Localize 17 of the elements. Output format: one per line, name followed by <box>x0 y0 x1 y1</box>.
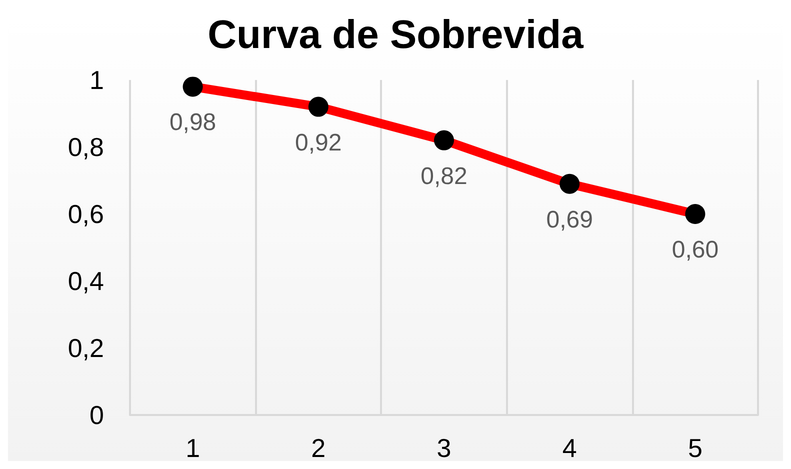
x-tick-label: 2 <box>311 433 326 463</box>
x-tick-label: 3 <box>436 433 452 463</box>
y-tick-label: 0 <box>90 400 104 430</box>
data-label: 0,69 <box>546 206 593 234</box>
x-tick-label: 1 <box>186 433 200 463</box>
y-tick-label: 0,6 <box>68 199 104 229</box>
data-label: 0,82 <box>420 162 468 190</box>
data-label: 0,92 <box>295 129 342 156</box>
y-tick-label: 0,4 <box>68 266 104 296</box>
y-tick-label: 0,8 <box>68 132 104 162</box>
y-tick-label: 1 <box>90 65 104 95</box>
data-label: 0,60 <box>672 236 719 264</box>
chart-title: Curva de Sobrevida <box>208 13 584 57</box>
x-tick-label: 4 <box>562 433 577 463</box>
data-label: 0,98 <box>169 109 216 136</box>
y-tick-label: 0,2 <box>68 333 104 363</box>
x-tick-label: 5 <box>688 433 702 463</box>
